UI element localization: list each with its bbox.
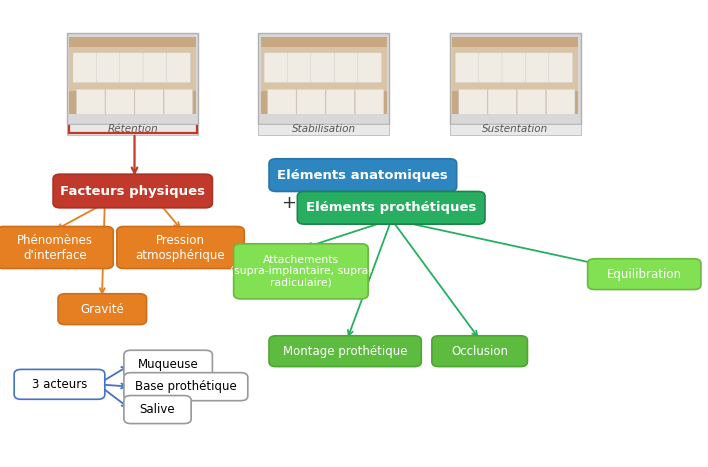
Text: Stabilisation: Stabilisation bbox=[292, 124, 356, 134]
FancyBboxPatch shape bbox=[164, 89, 193, 114]
FancyBboxPatch shape bbox=[105, 89, 135, 114]
FancyBboxPatch shape bbox=[261, 37, 387, 114]
FancyBboxPatch shape bbox=[518, 89, 546, 114]
FancyBboxPatch shape bbox=[334, 53, 358, 83]
Text: Rétention: Rétention bbox=[108, 124, 158, 134]
Text: Eléments anatomiques: Eléments anatomiques bbox=[278, 169, 448, 182]
FancyBboxPatch shape bbox=[124, 396, 191, 424]
FancyBboxPatch shape bbox=[547, 89, 575, 114]
FancyBboxPatch shape bbox=[96, 53, 120, 83]
Text: Facteurs physiques: Facteurs physiques bbox=[60, 184, 205, 198]
FancyBboxPatch shape bbox=[73, 53, 97, 83]
FancyBboxPatch shape bbox=[297, 191, 485, 224]
FancyBboxPatch shape bbox=[358, 53, 382, 83]
FancyBboxPatch shape bbox=[268, 89, 296, 114]
FancyBboxPatch shape bbox=[69, 47, 196, 91]
FancyBboxPatch shape bbox=[0, 226, 113, 269]
FancyBboxPatch shape bbox=[452, 37, 578, 114]
FancyBboxPatch shape bbox=[261, 47, 387, 91]
Text: Occlusion: Occlusion bbox=[451, 345, 508, 358]
Text: Gravité: Gravité bbox=[81, 303, 124, 316]
FancyBboxPatch shape bbox=[67, 124, 198, 135]
FancyBboxPatch shape bbox=[76, 89, 105, 114]
FancyBboxPatch shape bbox=[258, 124, 389, 135]
FancyBboxPatch shape bbox=[124, 350, 212, 378]
FancyBboxPatch shape bbox=[264, 53, 288, 83]
FancyBboxPatch shape bbox=[459, 89, 487, 114]
FancyBboxPatch shape bbox=[488, 89, 517, 114]
FancyBboxPatch shape bbox=[588, 259, 701, 290]
FancyBboxPatch shape bbox=[124, 373, 248, 401]
FancyBboxPatch shape bbox=[234, 244, 368, 299]
FancyBboxPatch shape bbox=[297, 89, 326, 114]
Text: Pression
atmosphérique: Pression atmosphérique bbox=[136, 234, 225, 262]
FancyBboxPatch shape bbox=[117, 226, 244, 269]
FancyBboxPatch shape bbox=[549, 53, 573, 83]
Text: Base prothétique: Base prothétique bbox=[135, 380, 236, 393]
FancyBboxPatch shape bbox=[53, 174, 212, 208]
FancyBboxPatch shape bbox=[326, 89, 355, 114]
FancyBboxPatch shape bbox=[450, 33, 581, 124]
Text: Muqueuse: Muqueuse bbox=[138, 358, 198, 371]
FancyBboxPatch shape bbox=[69, 37, 196, 114]
Text: Phénomènes
d'interface: Phénomènes d'interface bbox=[17, 234, 93, 262]
FancyBboxPatch shape bbox=[14, 369, 105, 399]
FancyBboxPatch shape bbox=[143, 53, 167, 83]
FancyBboxPatch shape bbox=[120, 53, 144, 83]
FancyBboxPatch shape bbox=[287, 53, 312, 83]
FancyBboxPatch shape bbox=[450, 124, 581, 135]
Text: Equilibration: Equilibration bbox=[607, 268, 682, 281]
FancyBboxPatch shape bbox=[166, 53, 190, 83]
FancyBboxPatch shape bbox=[58, 294, 147, 325]
Text: +: + bbox=[281, 194, 297, 212]
FancyBboxPatch shape bbox=[135, 89, 164, 114]
Text: Sustentation: Sustentation bbox=[482, 124, 548, 134]
FancyBboxPatch shape bbox=[455, 53, 479, 83]
Text: 3 acteurs: 3 acteurs bbox=[32, 378, 87, 391]
Text: Montage prothétique: Montage prothétique bbox=[283, 345, 407, 358]
Text: Eléments prothétiques: Eléments prothétiques bbox=[306, 201, 476, 214]
FancyBboxPatch shape bbox=[525, 53, 549, 83]
FancyBboxPatch shape bbox=[67, 33, 198, 124]
FancyBboxPatch shape bbox=[479, 53, 503, 83]
FancyBboxPatch shape bbox=[269, 159, 457, 191]
FancyBboxPatch shape bbox=[355, 89, 384, 114]
FancyBboxPatch shape bbox=[311, 53, 335, 83]
FancyBboxPatch shape bbox=[258, 33, 389, 124]
FancyBboxPatch shape bbox=[502, 53, 526, 83]
FancyBboxPatch shape bbox=[432, 336, 527, 367]
Text: Salive: Salive bbox=[139, 403, 176, 416]
FancyBboxPatch shape bbox=[452, 47, 578, 91]
FancyBboxPatch shape bbox=[269, 336, 421, 367]
Text: Attachements
(supra-implantaire, supra-
radiculaire): Attachements (supra-implantaire, supra- … bbox=[230, 255, 372, 288]
